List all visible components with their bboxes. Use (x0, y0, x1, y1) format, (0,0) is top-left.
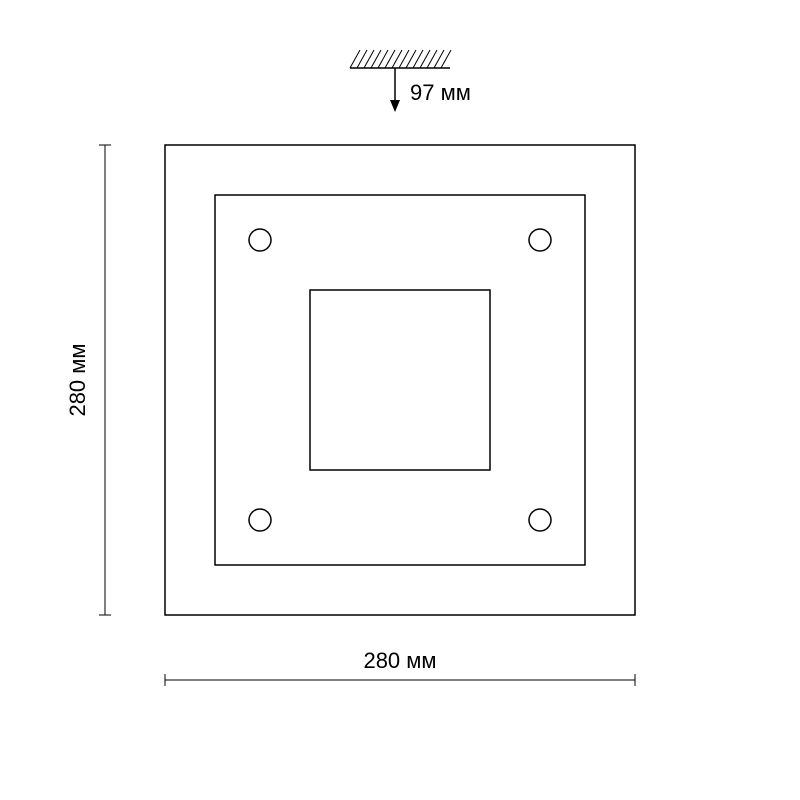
height-label: 280 мм (65, 343, 90, 416)
depth-label: 97 мм (410, 80, 471, 105)
width-label: 280 мм (363, 648, 436, 673)
technical-drawing: 97 мм 280 мм 280 мм (0, 0, 800, 800)
